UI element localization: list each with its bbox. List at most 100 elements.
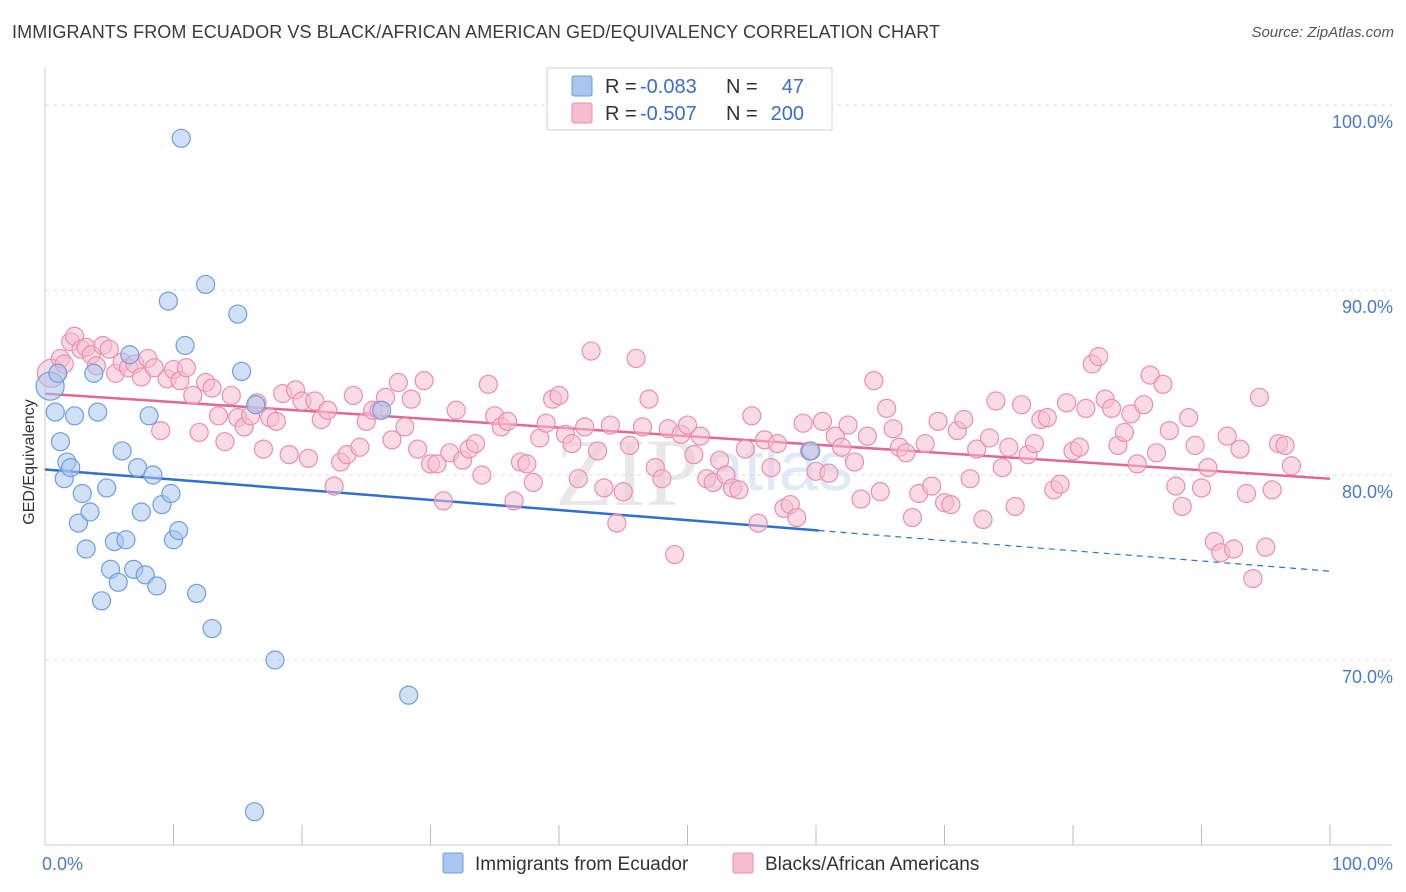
pink-point-129 xyxy=(864,371,884,391)
pink-point-127 xyxy=(851,489,871,509)
pink-point-48 xyxy=(343,385,363,406)
legend-n-label-1: N = xyxy=(726,76,758,98)
blue-point-41 xyxy=(265,650,285,670)
legend-r-value-1: -0.083 xyxy=(640,76,697,98)
pink-point-101 xyxy=(684,445,704,465)
pink-point-125 xyxy=(838,415,858,435)
pink-point-54 xyxy=(382,430,402,450)
blue-point-1 xyxy=(45,402,65,422)
blue-point-2 xyxy=(50,432,71,452)
y-tick-label-1: 90.0% xyxy=(1342,297,1393,317)
pink-point-38 xyxy=(279,445,299,465)
blue-point-7 xyxy=(68,513,89,533)
series-immigrants-from-ecuador xyxy=(35,128,821,822)
blue-point-14 xyxy=(97,478,117,498)
blue-point-44 xyxy=(801,441,821,461)
pink-point-179 xyxy=(1185,435,1205,455)
pink-point-34 xyxy=(253,439,274,459)
pink-point-22 xyxy=(176,358,196,378)
blue-point-35 xyxy=(187,583,207,604)
pink-point-111 xyxy=(748,513,768,533)
pink-point-164 xyxy=(1089,347,1109,367)
blue-point-13 xyxy=(91,591,112,611)
pink-point-180 xyxy=(1191,478,1212,498)
blue-point-46 xyxy=(48,363,68,383)
pink-point-82 xyxy=(562,433,582,454)
blue-point-23 xyxy=(131,502,151,522)
blue-point-34 xyxy=(175,335,195,356)
legend-n-value-1: 47 xyxy=(782,76,804,98)
pink-point-137 xyxy=(915,433,935,454)
pink-point-98 xyxy=(665,544,685,565)
pink-point-61 xyxy=(427,454,447,474)
pink-point-143 xyxy=(954,409,974,430)
pink-point-193 xyxy=(1275,435,1295,455)
pink-point-148 xyxy=(986,391,1006,411)
pink-point-156 xyxy=(1037,408,1057,428)
pink-point-144 xyxy=(960,469,980,489)
pink-point-92 xyxy=(626,348,646,369)
pink-point-80 xyxy=(549,385,569,406)
pink-point-149 xyxy=(992,458,1012,478)
pink-point-185 xyxy=(1224,539,1244,559)
blue-point-12 xyxy=(88,402,108,422)
pink-point-23 xyxy=(183,385,203,406)
pink-point-93 xyxy=(632,417,653,437)
legend-n-label-2: N = xyxy=(726,103,758,125)
pink-point-176 xyxy=(1166,476,1186,496)
pink-point-10 xyxy=(99,339,119,359)
pink-point-187 xyxy=(1236,483,1257,504)
pink-point-69 xyxy=(478,374,498,394)
pink-point-126 xyxy=(844,452,865,472)
pink-point-169 xyxy=(1121,404,1141,424)
series-legend: Immigrants from Ecuador Blacks/African A… xyxy=(442,852,979,875)
pink-point-15 xyxy=(131,367,151,387)
blue-point-6 xyxy=(64,406,85,426)
pink-point-152 xyxy=(1011,395,1032,415)
pink-point-36 xyxy=(266,411,286,431)
pink-point-29 xyxy=(221,385,241,406)
blue-point-37 xyxy=(202,618,222,639)
blue-point-19 xyxy=(116,530,136,550)
blue-point-18 xyxy=(112,441,132,461)
pink-point-114 xyxy=(767,433,788,454)
blue-point-9 xyxy=(76,539,96,559)
blue-point-24 xyxy=(135,565,155,585)
pink-point-128 xyxy=(857,426,878,446)
blue-point-32 xyxy=(169,520,189,541)
pink-point-172 xyxy=(1140,365,1160,385)
y-axis-label: GED/Equivalency xyxy=(21,399,38,524)
pink-point-141 xyxy=(941,495,961,515)
y-tick-label-3: 70.0% xyxy=(1342,667,1393,687)
pink-point-45 xyxy=(324,476,344,496)
pink-point-17 xyxy=(144,358,164,378)
blue-point-17 xyxy=(108,572,128,592)
stats-legend-box xyxy=(546,67,833,131)
pink-point-85 xyxy=(581,341,601,361)
pink-point-90 xyxy=(613,482,633,502)
trendline-ecuador xyxy=(44,468,819,532)
pink-point-181 xyxy=(1198,458,1218,478)
tick-labels: 100.0% 90.0% 80.0% 70.0% 0.0% 100.0% xyxy=(42,112,1393,874)
pink-point-67 xyxy=(465,433,486,454)
pink-point-138 xyxy=(922,476,942,496)
pink-point-159 xyxy=(1056,393,1077,413)
pink-point-184 xyxy=(1217,426,1237,446)
blue-point-10 xyxy=(80,502,100,522)
pink-point-96 xyxy=(652,469,672,489)
pink-point-154 xyxy=(1024,433,1045,454)
pink-point-122 xyxy=(819,463,839,483)
pink-point-190 xyxy=(1256,537,1276,557)
pink-point-186 xyxy=(1230,439,1250,459)
pink-point-86 xyxy=(587,441,608,461)
pink-point-161 xyxy=(1069,437,1090,457)
blue-point-43 xyxy=(399,685,419,705)
pink-point-173 xyxy=(1146,443,1167,463)
pink-point-109 xyxy=(735,439,755,459)
trendline-ecuador-extension xyxy=(818,529,1331,572)
bottom-legend-label-2: Blacks/African Americans xyxy=(765,854,979,875)
pink-point-194 xyxy=(1281,456,1302,476)
pink-point-49 xyxy=(350,437,370,457)
pink-point-124 xyxy=(832,437,852,457)
pink-point-59 xyxy=(414,371,434,391)
